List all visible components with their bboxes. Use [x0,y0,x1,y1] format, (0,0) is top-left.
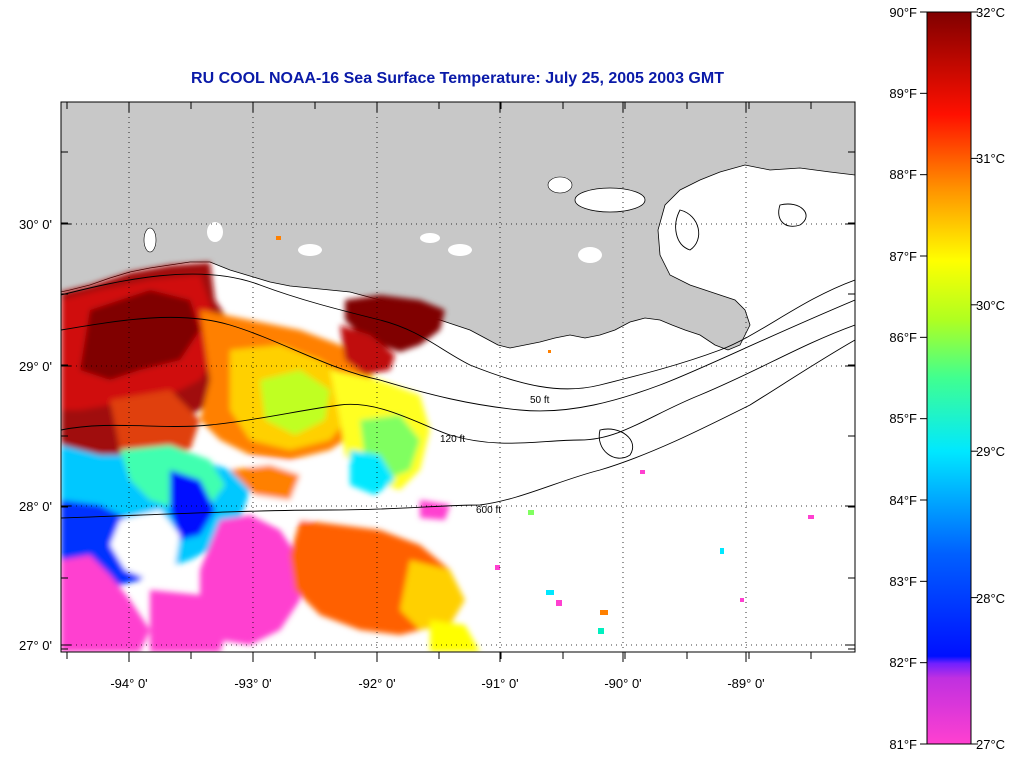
colorbar-f-label: 90°F [889,5,917,20]
lon-tick-label: -91° 0' [481,676,518,691]
contour-label-120ft: 120 ft [440,434,465,445]
colorbar-f-label: 81°F [889,737,917,752]
bathymetry-contours [61,203,855,519]
lon-tick-label: -93° 0' [234,676,271,691]
lake [547,176,573,194]
land-mass [61,102,855,351]
lake [143,227,157,253]
lake [207,222,223,242]
colorbar-c-label: 28°C [976,591,1005,606]
lake [574,187,646,213]
lake [448,244,472,256]
colorbar-f-label: 89°F [889,86,917,101]
colorbar-f-label: 88°F [889,167,917,182]
lat-tick-label: 30° 0' [19,217,52,232]
colorbar-f-label: 83°F [889,574,917,589]
lon-tick-label: -92° 0' [358,676,395,691]
colorbar-c-label: 27°C [976,737,1005,752]
colorbar-c-label: 30°C [976,298,1005,313]
contour-labels: 50 ft 120 ft 600 ft [440,395,550,516]
lat-tick-label: 28° 0' [19,499,52,514]
lake [420,233,440,243]
lake [298,244,322,256]
colorbar: 90°F 89°F 88°F 87°F 86°F 85°F 84°F 83°F … [889,5,1005,752]
colorbar-f-label: 87°F [889,249,917,264]
lon-tick-label: -90° 0' [604,676,641,691]
colorbar-f-label: 85°F [889,411,917,426]
lon-tick-label: -89° 0' [727,676,764,691]
sst-speckles [276,236,814,634]
colorbar-f-label: 84°F [889,493,917,508]
colorbar-c-label: 32°C [976,5,1005,20]
map-grid [61,102,855,652]
lat-axis: 30° 0' 29° 0' 28° 0' 27° 0' [19,217,52,653]
colorbar-f-label: 82°F [889,655,917,670]
chart-title: RU COOL NOAA-16 Sea Surface Temperature:… [191,70,724,87]
contour-label-600ft: 600 ft [476,505,501,516]
lon-axis: -94° 0' -93° 0' -92° 0' -91° 0' -90° 0' … [110,676,764,691]
axis-ticks [61,102,855,662]
contour-label-50ft: 50 ft [530,395,550,406]
colorbar-f-label: 86°F [889,330,917,345]
colorbar-c-label: 29°C [976,444,1005,459]
lat-tick-label: 27° 0' [19,638,52,653]
colorbar-c-label: 31°C [976,151,1005,166]
colorbar-gradient [926,11,972,745]
sst-layer [61,262,480,652]
lake [578,247,602,263]
lon-tick-label: -94° 0' [110,676,147,691]
lat-tick-label: 29° 0' [19,359,52,374]
